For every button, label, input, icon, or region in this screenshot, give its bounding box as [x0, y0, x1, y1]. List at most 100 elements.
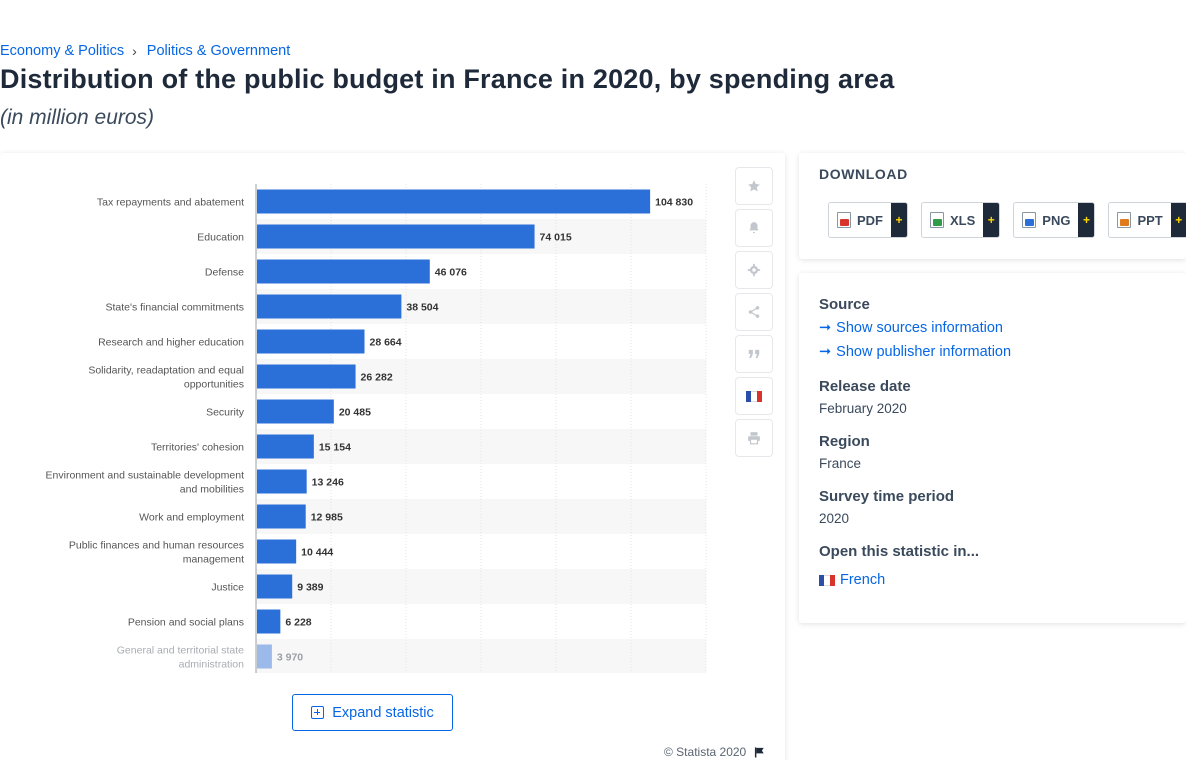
arrow-right-icon: ➞	[819, 344, 832, 360]
row-band	[256, 499, 706, 534]
star-icon	[748, 180, 760, 192]
download-xls-button[interactable]: XLS +	[921, 202, 1001, 238]
favorite-button[interactable]	[735, 167, 773, 205]
bar-chart: 104 830 Tax repayments and abatement 74 01…	[46, 184, 707, 673]
expand-label: Expand statistic	[332, 704, 434, 721]
premium-plus-icon: +	[891, 203, 907, 237]
premium-plus-icon: +	[1078, 203, 1095, 237]
category-label: Research and higher education	[98, 337, 244, 349]
page-subtitle: (in million euros)	[0, 106, 155, 129]
flag-report-icon[interactable]	[754, 746, 765, 758]
premium-plus-icon: +	[1170, 203, 1186, 237]
download-pdf-label: PDF	[857, 212, 883, 228]
bar	[257, 644, 272, 669]
breadcrumb-politics-government[interactable]: Politics & Government	[146, 43, 291, 59]
download-png-label: PNG	[1042, 212, 1071, 228]
download-title: DOWNLOAD	[819, 166, 908, 182]
data-label: 3 970	[277, 652, 303, 664]
share-icon	[748, 306, 760, 318]
gear-icon	[747, 263, 761, 277]
row-band	[256, 429, 706, 464]
download-pdf-button[interactable]: PDF +	[828, 202, 908, 238]
data-label: 26 282	[361, 372, 393, 384]
data-label: 12 985	[311, 512, 343, 524]
bar	[257, 399, 334, 424]
bar	[257, 574, 293, 599]
data-label: 104 830	[655, 197, 693, 209]
download-card: DOWNLOAD PDF + XLS + PNG + PPT +	[799, 153, 1186, 259]
show-sources-link[interactable]: ➞ Show sources information	[819, 320, 1003, 336]
bar	[257, 434, 314, 459]
data-label: 28 664	[369, 337, 401, 349]
region-label: Region	[819, 433, 870, 450]
data-label: 46 076	[435, 267, 467, 279]
category-label: Security	[206, 407, 245, 419]
premium-plus-icon: +	[983, 203, 1000, 237]
data-label: 10 444	[301, 547, 333, 559]
notification-button[interactable]	[735, 209, 773, 247]
page-title: Distribution of the public budget in Fra…	[0, 64, 895, 94]
download-xls-label: XLS	[950, 212, 976, 228]
xls-file-icon	[930, 212, 944, 228]
language-button[interactable]	[735, 377, 773, 415]
print-button[interactable]	[735, 419, 773, 457]
bar	[257, 364, 356, 389]
download-ppt-label: PPT	[1137, 212, 1163, 228]
cite-button[interactable]	[735, 335, 773, 373]
french-flag-icon	[819, 574, 835, 586]
category-label: Public finances and human resources manag…	[69, 540, 244, 566]
download-buttons: PDF + XLS + PNG + PPT +	[828, 202, 1186, 238]
data-label: 74 015	[540, 232, 572, 244]
category-label: Work and employment	[139, 512, 244, 524]
pdf-file-icon	[837, 212, 851, 228]
category-label: State's financial commitments	[105, 302, 244, 314]
png-file-icon	[1022, 212, 1037, 228]
bar	[257, 539, 297, 564]
share-button[interactable]	[735, 293, 773, 331]
survey-period-label: Survey time period	[819, 488, 955, 505]
source-label: Source	[819, 296, 870, 313]
data-label: 20 485	[339, 407, 371, 419]
data-label: 15 154	[319, 442, 351, 454]
release-date-label: Release date	[819, 378, 911, 395]
breadcrumb-economy-politics[interactable]: Economy & Politics	[0, 43, 125, 59]
release-date-value: February 2020	[819, 401, 907, 416]
french-flag-icon	[746, 390, 762, 402]
data-label: 38 504	[406, 302, 438, 314]
category-label: Solidarity, readaptation and equal opport…	[88, 365, 244, 391]
bar	[257, 294, 402, 319]
bar	[257, 329, 365, 354]
bar	[257, 504, 306, 529]
download-png-button[interactable]: PNG +	[1013, 202, 1096, 238]
category-label: Defense	[205, 267, 244, 279]
category-label: Education	[197, 232, 244, 244]
category-label: Pension and social plans	[128, 617, 244, 629]
category-label: Justice	[211, 582, 244, 594]
expand-icon	[311, 706, 325, 719]
bar	[257, 609, 281, 634]
bar	[257, 224, 535, 249]
bar	[257, 189, 651, 214]
open-statistic-label: Open this statistic in...	[819, 543, 980, 560]
category-label: General and territorial state administrat…	[117, 645, 244, 671]
bar	[257, 469, 307, 494]
arrow-right-icon: ➞	[819, 320, 832, 336]
survey-period-value: 2020	[819, 511, 850, 526]
print-icon	[748, 432, 760, 445]
bar	[257, 259, 430, 284]
chart-toolbar	[735, 167, 773, 457]
settings-button[interactable]	[735, 251, 773, 289]
copyright: © Statista 2020	[664, 745, 765, 759]
expand-statistic-button[interactable]: Expand statistic	[292, 694, 453, 731]
download-ppt-button[interactable]: PPT +	[1108, 202, 1186, 238]
show-publisher-link[interactable]: ➞ Show publisher information	[819, 344, 1012, 360]
quote-icon	[748, 349, 760, 359]
copyright-text[interactable]: © Statista 2020	[664, 745, 747, 759]
data-label: 13 246	[312, 477, 344, 489]
ppt-file-icon	[1117, 212, 1132, 228]
category-label: Tax repayments and abatement	[97, 197, 244, 209]
open-french-link[interactable]: French	[819, 572, 885, 588]
category-label: Territories' cohesion	[151, 442, 244, 454]
bell-icon	[749, 222, 759, 234]
chart-card: 104 830 Tax repayments and abatement 74 01…	[0, 153, 785, 760]
